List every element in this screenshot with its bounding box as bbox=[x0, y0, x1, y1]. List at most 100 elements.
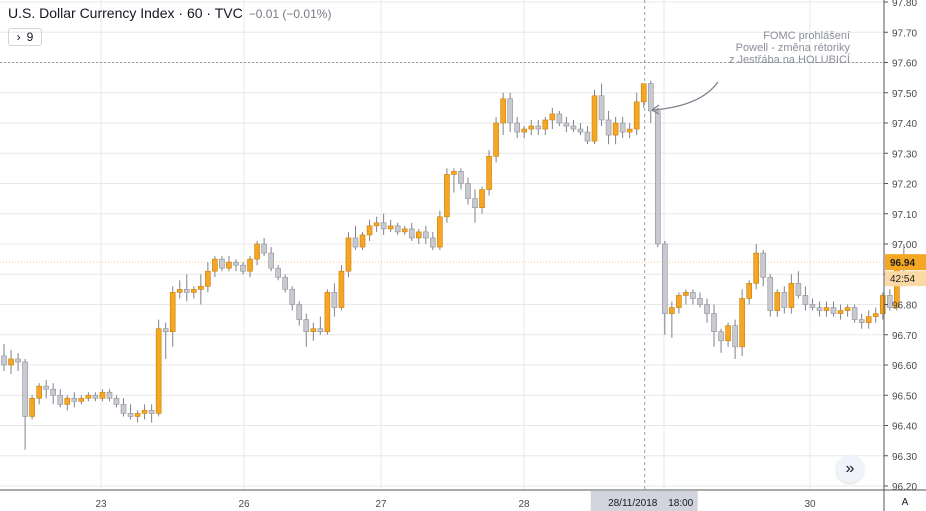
candle bbox=[22, 358, 28, 450]
price-axis[interactable]: 96.2096.3096.4096.5096.6096.7096.8096.90… bbox=[883, 0, 926, 511]
candle bbox=[240, 262, 246, 275]
candle-body-down bbox=[261, 243, 267, 254]
candle-body-up bbox=[676, 295, 682, 308]
auto-scale-button[interactable]: A bbox=[897, 496, 913, 509]
candle-body-up bbox=[528, 125, 535, 130]
candle-body-up bbox=[753, 252, 760, 284]
candle-body-down bbox=[50, 388, 57, 396]
candle-body-up bbox=[669, 307, 675, 314]
candle bbox=[415, 228, 422, 244]
candle bbox=[844, 304, 851, 317]
candle bbox=[8, 349, 14, 375]
candle bbox=[584, 126, 591, 145]
candle-body-down bbox=[408, 228, 415, 239]
candle bbox=[486, 150, 492, 196]
candle bbox=[640, 83, 647, 108]
candle bbox=[36, 383, 42, 405]
candle-body-up bbox=[155, 328, 162, 414]
candle-body-up bbox=[247, 258, 253, 272]
candle bbox=[289, 286, 296, 311]
candle bbox=[366, 219, 373, 241]
candle-body-down bbox=[106, 391, 113, 399]
candle-body-down bbox=[219, 258, 225, 269]
candle-body-down bbox=[760, 252, 767, 278]
candle bbox=[633, 92, 640, 136]
candle-body-up bbox=[36, 385, 42, 399]
candle-body-down bbox=[556, 113, 563, 124]
candle bbox=[746, 280, 752, 305]
candle-body-up bbox=[521, 128, 528, 133]
y-tick-label: 97.60 bbox=[892, 59, 917, 70]
candle-body-up bbox=[774, 292, 781, 311]
candle-body-down bbox=[577, 128, 584, 133]
candle-body-down bbox=[422, 231, 429, 239]
y-tick-label: 96.70 bbox=[892, 331, 917, 342]
candle-body-down bbox=[690, 292, 696, 299]
auto-scale-label: A bbox=[901, 497, 909, 508]
candle bbox=[219, 256, 225, 272]
candle bbox=[676, 292, 682, 314]
candle bbox=[169, 286, 176, 347]
chevron-right-icon: › bbox=[16, 30, 21, 44]
candle bbox=[570, 119, 577, 133]
candle-body-up bbox=[865, 316, 872, 323]
y-tick-label: 97.80 bbox=[892, 0, 917, 9]
candle bbox=[767, 274, 774, 317]
candle bbox=[739, 289, 745, 356]
candle-body-up bbox=[542, 119, 549, 130]
interval-badge[interactable]: › 9 bbox=[8, 28, 42, 46]
candle-body-up bbox=[99, 391, 106, 399]
candle-body-down bbox=[233, 261, 239, 266]
y-tick-label: 96.80 bbox=[892, 301, 917, 312]
candle-body-down bbox=[380, 222, 387, 230]
candle bbox=[71, 392, 78, 408]
crosshair-guides bbox=[0, 0, 884, 490]
candle-body-up bbox=[198, 286, 204, 290]
candle-body-up bbox=[205, 270, 211, 287]
candle bbox=[78, 395, 85, 405]
candle-body-down bbox=[43, 385, 49, 390]
candle-body-up bbox=[500, 98, 506, 124]
candle bbox=[422, 225, 429, 244]
candle-body-down bbox=[289, 289, 296, 305]
candle bbox=[205, 262, 211, 293]
candle bbox=[401, 225, 408, 235]
candle-body-down bbox=[430, 237, 436, 248]
candle bbox=[704, 298, 710, 323]
y-tick-label: 96.20 bbox=[892, 482, 917, 493]
candle-body-up bbox=[591, 95, 598, 142]
candle bbox=[226, 256, 232, 272]
candle bbox=[549, 107, 556, 130]
candle bbox=[352, 225, 359, 251]
candle bbox=[127, 404, 134, 420]
candle-body-down bbox=[331, 292, 338, 308]
candle bbox=[458, 168, 464, 190]
candle-body-down bbox=[275, 267, 281, 278]
candle-body-down bbox=[654, 110, 661, 245]
scroll-to-realtime-button[interactable]: » bbox=[836, 455, 864, 483]
candle-body-down bbox=[57, 394, 64, 405]
candle-body-down bbox=[472, 198, 478, 208]
candle bbox=[858, 313, 865, 329]
annotation-line-2: Powell - změna rétoriky bbox=[735, 42, 850, 54]
candle bbox=[479, 186, 485, 214]
candle-body-up bbox=[212, 258, 218, 272]
candle bbox=[275, 265, 281, 281]
candle bbox=[183, 274, 190, 302]
candle bbox=[85, 392, 92, 402]
candle-body-up bbox=[254, 243, 260, 260]
candle-body-down bbox=[605, 119, 612, 136]
candle bbox=[387, 219, 394, 232]
candle bbox=[528, 119, 535, 136]
candle-body-up bbox=[444, 174, 450, 218]
candle-body-up bbox=[169, 292, 176, 333]
candle bbox=[430, 231, 436, 251]
candle-body-up bbox=[739, 298, 745, 348]
candle bbox=[612, 116, 619, 145]
candle bbox=[134, 410, 141, 423]
candle-body-down bbox=[570, 125, 577, 130]
candle bbox=[697, 292, 703, 308]
candle-body-down bbox=[268, 252, 274, 269]
